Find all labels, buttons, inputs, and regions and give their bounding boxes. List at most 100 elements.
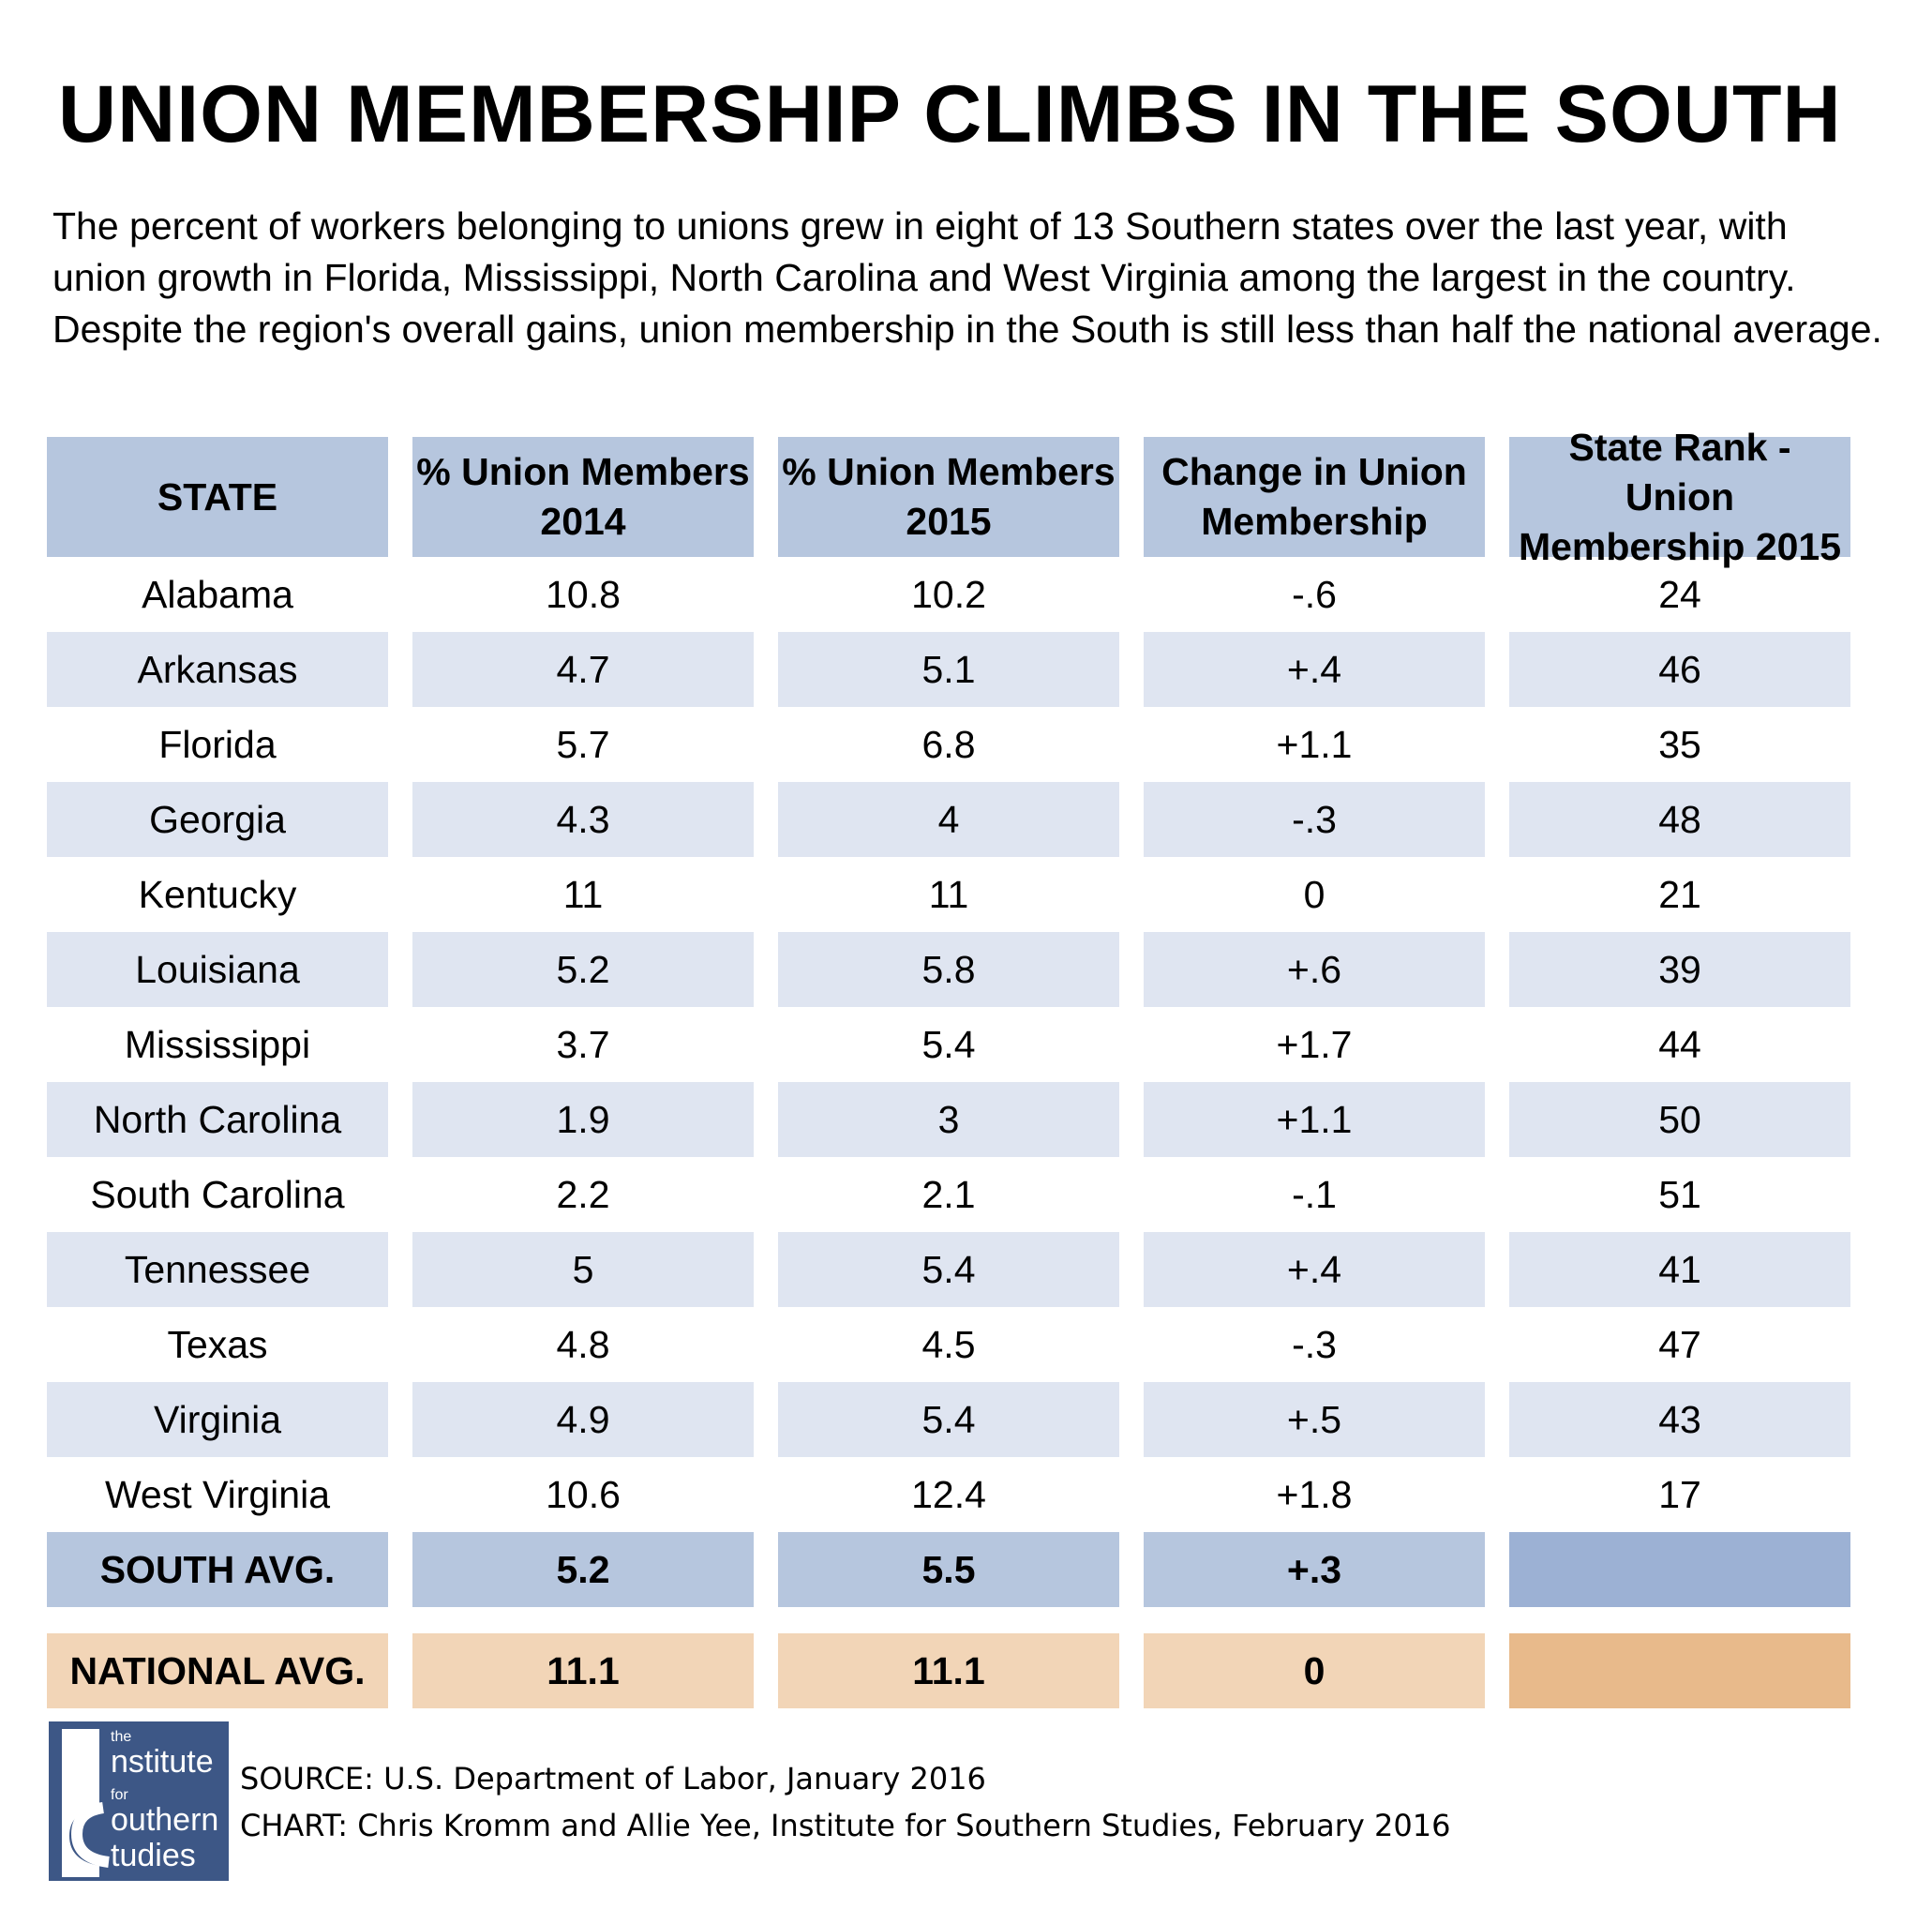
national-avg-2015: 11.1: [778, 1633, 1119, 1708]
table-cell-state: Louisiana: [47, 932, 388, 1007]
table-cell-change: -.3: [1292, 1322, 1337, 1366]
logo-text: the: [111, 1729, 132, 1745]
national-avg-label: NATIONAL AVG.: [47, 1633, 388, 1708]
table-cell-rank: 47: [1658, 1322, 1701, 1366]
table-cell-change: -.1: [1292, 1172, 1337, 1216]
chart-title: UNION MEMBERSHIP CLIMBS IN THE SOUTH: [58, 69, 1842, 159]
table-cell-pct-2015: 5.8: [778, 932, 1119, 1007]
table-cell-pct-2015: 5.4: [778, 1382, 1119, 1457]
table-row: Tennessee 5 5.4 +.4 41: [47, 1232, 1894, 1307]
header-cell-change: Change in Union Membership: [1144, 437, 1485, 557]
table-cell-rank: 39: [1509, 932, 1850, 1007]
table-cell-change: 0: [1303, 872, 1325, 916]
table-cell-pct-2015: 12.4: [911, 1472, 986, 1516]
table-row: Arkansas 4.7 5.1 +.4 46: [47, 632, 1894, 707]
table-cell-change: -.3: [1144, 782, 1485, 857]
table-cell-rank: 17: [1658, 1472, 1701, 1516]
table-cell-change: +.5: [1144, 1382, 1485, 1457]
table-cell-pct-2014: 5: [412, 1232, 754, 1307]
table-cell-pct-2015: 4.5: [921, 1322, 976, 1366]
table-cell-state: Virginia: [47, 1382, 388, 1457]
table-row: North Carolina 1.9 3 +1.1 50: [47, 1082, 1894, 1157]
table-cell-pct-2014: 3.7: [556, 1022, 610, 1066]
south-avg-rank: [1509, 1532, 1850, 1607]
national-avg-2014: 11.1: [412, 1633, 754, 1708]
table-cell-pct-2015: 2.1: [921, 1172, 976, 1216]
logo-text: nstitute: [111, 1744, 214, 1780]
table-cell-state: North Carolina: [47, 1082, 388, 1157]
table-cell-state: Florida: [158, 722, 277, 766]
table-cell-pct-2014: 10.8: [546, 572, 621, 616]
table-cell-state: South Carolina: [90, 1172, 345, 1216]
header-cell-state: STATE: [47, 437, 388, 557]
table-cell-rank: 35: [1658, 722, 1701, 766]
table-body: Alabama 10.8 10.2 -.6 24 Arkansas 4.7 5.1 +.4 46 F…: [47, 557, 1894, 1532]
south-avg-label: SOUTH AVG.: [47, 1532, 388, 1607]
table-row: Georgia 4.3 4 -.3 48: [47, 782, 1894, 857]
table-row: Florida 5.7 6.8 +1.1 35: [47, 707, 1894, 782]
table-cell-pct-2015: 10.2: [911, 572, 986, 616]
national-avg-rank: [1509, 1633, 1850, 1708]
table-cell-state: Mississippi: [124, 1022, 311, 1066]
table-cell-pct-2014: 1.9: [412, 1082, 754, 1157]
table-cell-pct-2014: 5.7: [556, 722, 610, 766]
table-cell-change: +.4: [1144, 1232, 1485, 1307]
table-cell-rank: 24: [1658, 572, 1701, 616]
header-cell-2014: % Union Members 2014: [412, 437, 754, 557]
source-note: SOURCE: U.S. Department of Labor, Januar…: [240, 1761, 986, 1796]
table-cell-state: Arkansas: [47, 632, 388, 707]
table-cell-rank: 50: [1509, 1082, 1850, 1157]
table-cell-rank: 48: [1509, 782, 1850, 857]
table-cell-pct-2015: 4: [778, 782, 1119, 857]
table-row: Virginia 4.9 5.4 +.5 43: [47, 1382, 1894, 1457]
table-cell-pct-2014: 4.7: [412, 632, 754, 707]
south-avg-2014: 5.2: [412, 1532, 754, 1607]
table-cell-state: Georgia: [47, 782, 388, 857]
table-cell-pct-2015: 5.4: [778, 1232, 1119, 1307]
south-average-row: SOUTH AVG. 5.2 5.5 +.3: [47, 1532, 1894, 1607]
table-cell-pct-2014: 4.8: [556, 1322, 610, 1366]
union-membership-table: STATE % Union Members 2014 % Union Membe…: [47, 426, 1894, 1708]
table-cell-state: West Virginia: [104, 1472, 331, 1516]
table-cell-rank: 51: [1658, 1172, 1701, 1216]
table-cell-pct-2014: 2.2: [556, 1172, 610, 1216]
table-cell-change: +.6: [1144, 932, 1485, 1007]
table-cell-change: +1.8: [1276, 1472, 1353, 1516]
table-cell-pct-2014: 4.9: [412, 1382, 754, 1457]
table-cell-rank: 44: [1658, 1022, 1701, 1066]
table-row: Texas 4.8 4.5 -.3 47: [47, 1307, 1894, 1382]
table-row: Kentucky 11 11 0 21: [47, 857, 1894, 932]
table-cell-pct-2015: 11: [928, 872, 969, 916]
logo-text: outhern: [111, 1802, 219, 1838]
table-cell-change: +1.1: [1144, 1082, 1485, 1157]
logo-text: tudies: [111, 1838, 196, 1873]
logo-text: for: [111, 1787, 128, 1803]
table-row: West Virginia 10.6 12.4 +1.8 17: [47, 1457, 1894, 1532]
national-avg-change: 0: [1144, 1633, 1485, 1708]
table-cell-rank: 41: [1509, 1232, 1850, 1307]
table-cell-change: +.4: [1144, 632, 1485, 707]
table-cell-change: +1.1: [1276, 722, 1353, 766]
south-avg-2015: 5.5: [778, 1532, 1119, 1607]
table-cell-change: -.6: [1292, 572, 1337, 616]
chart-subtitle: The percent of workers belonging to unio…: [52, 204, 1882, 351]
table-row: Mississippi 3.7 5.4 +1.7 44: [47, 1007, 1894, 1082]
institute-logo: the nstitute for outhern tudies: [49, 1721, 229, 1881]
table-cell-rank: 46: [1509, 632, 1850, 707]
table-cell-pct-2015: 5.4: [921, 1022, 976, 1066]
table-cell-state: Alabama: [142, 572, 293, 616]
chart-credit: CHART: Chris Kromm and Allie Yee, Instit…: [240, 1808, 1451, 1843]
table-cell-pct-2014: 4.3: [412, 782, 754, 857]
table-cell-pct-2014: 10.6: [546, 1472, 621, 1516]
table-cell-pct-2014: 11: [562, 872, 604, 916]
table-cell-rank: 43: [1509, 1382, 1850, 1457]
table-row: South Carolina 2.2 2.1 -.1 51: [47, 1157, 1894, 1232]
header-cell-2015: % Union Members 2015: [778, 437, 1119, 557]
table-row: Louisiana 5.2 5.8 +.6 39: [47, 932, 1894, 1007]
south-avg-change: +.3: [1144, 1532, 1485, 1607]
table-cell-state: Kentucky: [138, 872, 297, 916]
table-cell-pct-2014: 5.2: [412, 932, 754, 1007]
table-cell-state: Tennessee: [47, 1232, 388, 1307]
table-cell-pct-2015: 3: [778, 1082, 1119, 1157]
table-cell-pct-2015: 5.1: [778, 632, 1119, 707]
